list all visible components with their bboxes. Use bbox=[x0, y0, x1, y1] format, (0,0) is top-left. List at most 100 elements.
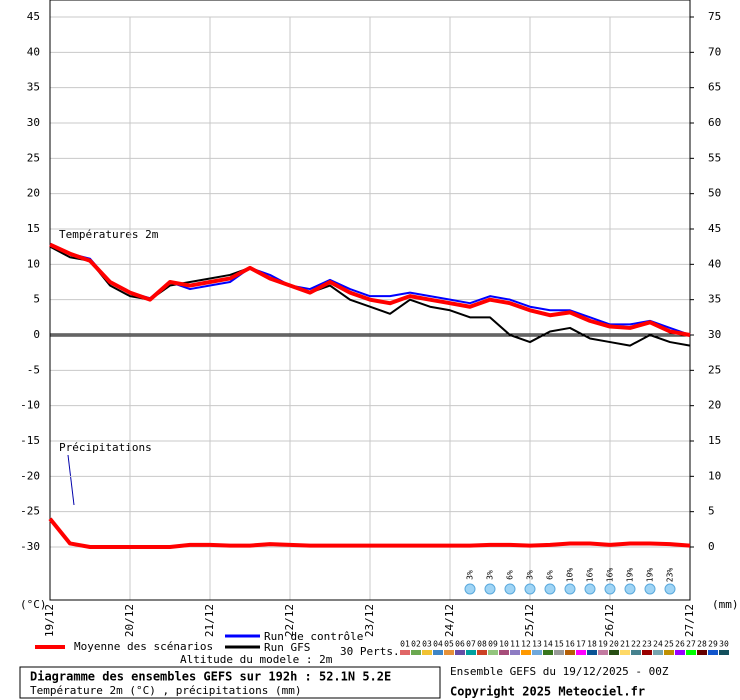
member-swatch bbox=[587, 650, 597, 655]
y-axis-label: (°C) bbox=[20, 598, 47, 611]
x-tick-label: 24/12 bbox=[443, 604, 456, 637]
legend-label: Moyenne des scénarios bbox=[74, 640, 213, 653]
member-label: 27 bbox=[686, 640, 696, 649]
member-label: 13 bbox=[532, 640, 542, 649]
title-box bbox=[19, 666, 441, 699]
y-tick-label: -5 bbox=[27, 363, 40, 376]
member-label: 29 bbox=[708, 640, 718, 649]
snow-label: 23% bbox=[666, 568, 675, 583]
member-label: 05 bbox=[444, 640, 454, 649]
snow-label: 3% bbox=[526, 570, 535, 580]
chart-title: Diagramme des ensembles GEFS sur 192h : … bbox=[30, 670, 391, 684]
member-swatch bbox=[400, 650, 410, 655]
member-label: 18 bbox=[587, 640, 597, 649]
y-tick-label: 25 bbox=[27, 151, 40, 164]
y2-tick-label: 30 bbox=[708, 328, 721, 341]
x-tick-label: 26/12 bbox=[603, 604, 616, 637]
annotation: Températures 2m bbox=[59, 228, 159, 241]
plot-frame bbox=[49, 0, 691, 601]
y-tick-label: 5 bbox=[33, 293, 40, 306]
snow-icon bbox=[524, 583, 536, 595]
member-swatch bbox=[576, 650, 586, 655]
snow-label: 6% bbox=[506, 570, 515, 580]
y-tick-label: 30 bbox=[27, 116, 40, 129]
x-tick-label: 27/12 bbox=[683, 604, 696, 637]
annotation-arrow bbox=[67, 454, 75, 506]
member-swatch bbox=[466, 650, 476, 655]
y-tick-label: -30 bbox=[20, 540, 40, 553]
member-label: 26 bbox=[675, 640, 685, 649]
member-swatch bbox=[411, 650, 421, 655]
y-tick-label: 15 bbox=[27, 222, 40, 235]
member-swatch bbox=[620, 650, 630, 655]
snow-icon bbox=[464, 583, 476, 595]
member-label: 19 bbox=[598, 640, 608, 649]
y-tick-label: -25 bbox=[20, 505, 40, 518]
member-swatch bbox=[686, 650, 696, 655]
snow-icon bbox=[624, 583, 636, 595]
x-tick-label: 25/12 bbox=[523, 604, 536, 637]
legend-label: Run de contrôle bbox=[264, 630, 363, 643]
member-label: 15 bbox=[554, 640, 564, 649]
legend-label: Run GFS bbox=[264, 641, 310, 654]
member-label: 11 bbox=[510, 640, 520, 649]
member-swatch bbox=[642, 650, 652, 655]
y2-tick-label: 70 bbox=[708, 45, 721, 58]
y2-tick-label: 0 bbox=[708, 540, 715, 553]
y-tick-label: 40 bbox=[27, 45, 40, 58]
y2-tick-label: 10 bbox=[708, 469, 721, 482]
member-swatch bbox=[433, 650, 443, 655]
member-label: 01 bbox=[400, 640, 410, 649]
y-tick-label: 45 bbox=[27, 10, 40, 23]
y2-tick-label: 40 bbox=[708, 257, 721, 270]
member-swatch bbox=[543, 650, 553, 655]
y-tick-label: -15 bbox=[20, 434, 40, 447]
y-tick-label: 10 bbox=[27, 257, 40, 270]
y2-axis-label: (mm) bbox=[712, 598, 739, 611]
member-label: 12 bbox=[521, 640, 531, 649]
member-label: 23 bbox=[642, 640, 652, 649]
member-label: 30 bbox=[719, 640, 729, 649]
snow-label: 6% bbox=[546, 570, 555, 580]
member-label: 09 bbox=[488, 640, 498, 649]
member-swatch bbox=[477, 650, 487, 655]
y-tick-label: -20 bbox=[20, 469, 40, 482]
y-tick-label: 35 bbox=[27, 81, 40, 94]
member-swatch bbox=[708, 650, 718, 655]
series-line bbox=[49, 242, 691, 337]
member-label: 24 bbox=[653, 640, 663, 649]
member-label: 16 bbox=[565, 640, 575, 649]
member-label: 07 bbox=[466, 640, 476, 649]
chart-subtitle: Température 2m (°C) , précipitations (mm… bbox=[30, 684, 302, 697]
run-info: Ensemble GEFS du 19/12/2025 - 00Z bbox=[450, 665, 669, 678]
y2-tick-label: 15 bbox=[708, 434, 721, 447]
member-label: 08 bbox=[477, 640, 487, 649]
member-swatch bbox=[631, 650, 641, 655]
copyright: Copyright 2025 Meteociel.fr bbox=[450, 685, 645, 699]
member-swatch bbox=[598, 650, 608, 655]
snow-label: 19% bbox=[626, 568, 635, 583]
member-label: 25 bbox=[664, 640, 674, 649]
y2-tick-label: 75 bbox=[708, 10, 721, 23]
snow-icon bbox=[644, 583, 656, 595]
snow-icon bbox=[564, 583, 576, 595]
member-swatch bbox=[664, 650, 674, 655]
snow-label: 19% bbox=[646, 568, 655, 583]
member-swatch bbox=[565, 650, 575, 655]
member-swatch bbox=[697, 650, 707, 655]
y-tick-label: -10 bbox=[20, 399, 40, 412]
y-tick-label: 20 bbox=[27, 187, 40, 200]
member-swatch bbox=[510, 650, 520, 655]
member-label: 14 bbox=[543, 640, 553, 649]
snow-label: 16% bbox=[586, 568, 595, 583]
snow-icon bbox=[604, 583, 616, 595]
member-swatch bbox=[521, 650, 531, 655]
member-label: 22 bbox=[631, 640, 641, 649]
annotation: Précipitations bbox=[59, 441, 152, 454]
x-tick-label: 20/12 bbox=[123, 604, 136, 637]
snow-icon bbox=[484, 583, 496, 595]
member-label: 21 bbox=[620, 640, 630, 649]
member-label: 17 bbox=[576, 640, 586, 649]
member-swatch bbox=[455, 650, 465, 655]
member-swatch bbox=[554, 650, 564, 655]
